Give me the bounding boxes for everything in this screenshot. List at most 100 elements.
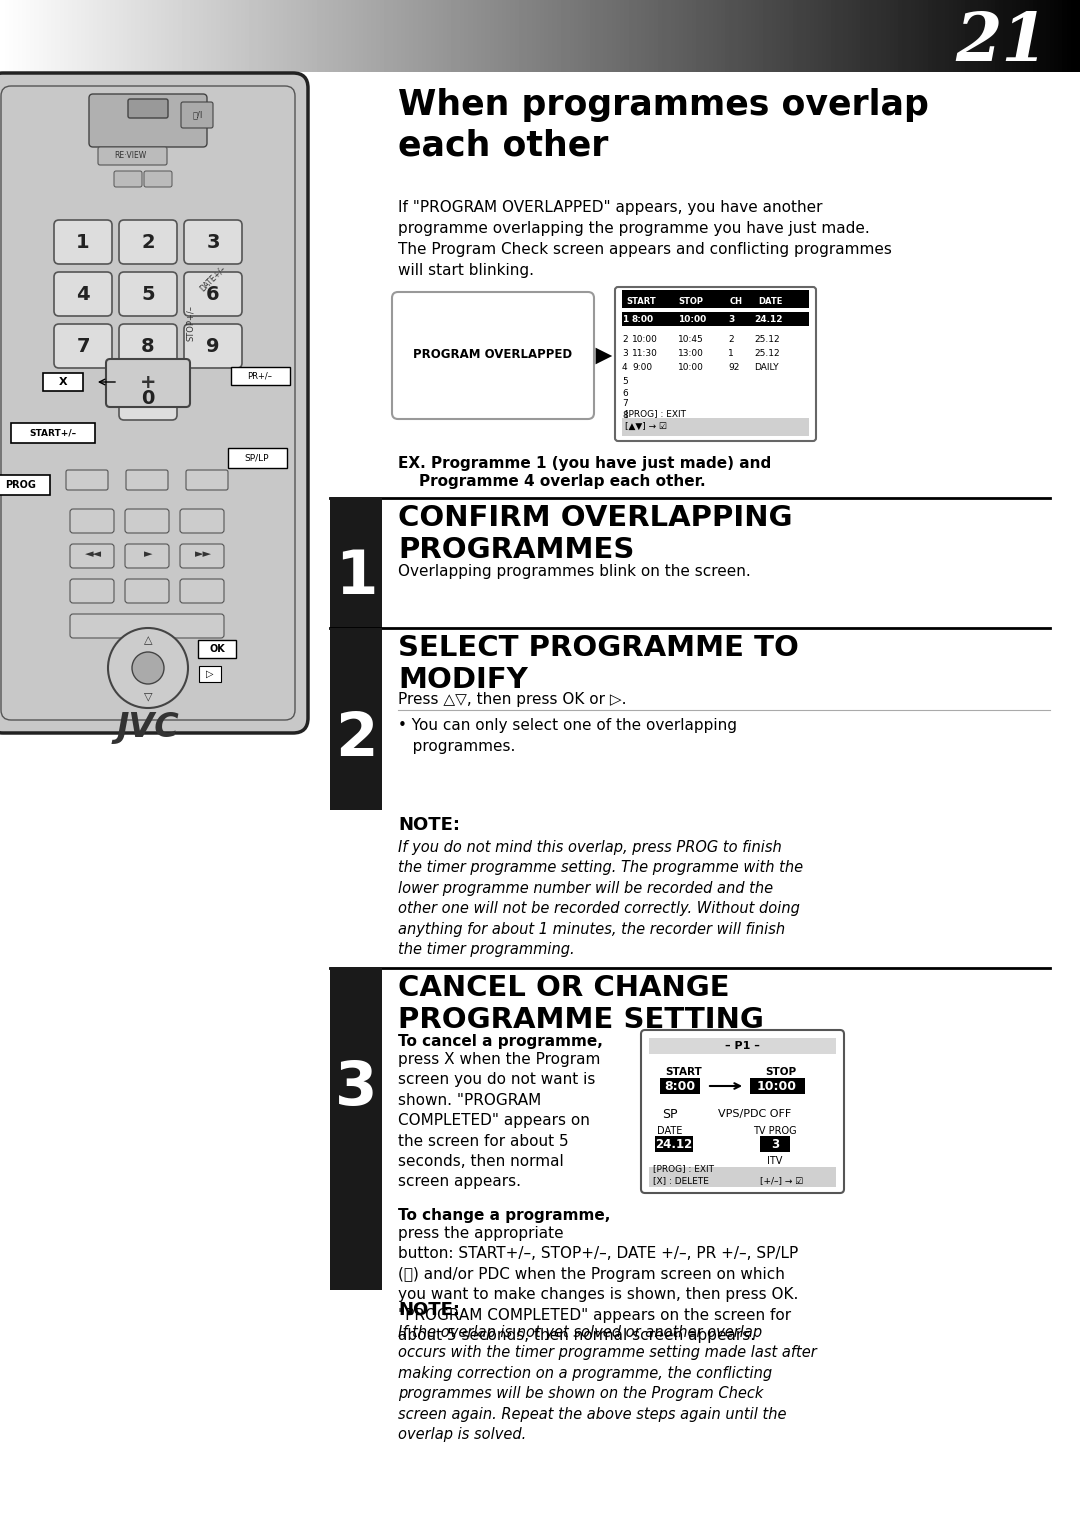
Text: 6: 6 bbox=[206, 284, 220, 304]
Text: STOP+/–: STOP+/– bbox=[186, 305, 194, 340]
FancyBboxPatch shape bbox=[184, 272, 242, 316]
Text: 3: 3 bbox=[728, 314, 734, 324]
Text: 3: 3 bbox=[206, 232, 219, 252]
Text: NOTE:: NOTE: bbox=[399, 1302, 460, 1318]
FancyBboxPatch shape bbox=[125, 543, 168, 568]
Text: SP: SP bbox=[662, 1108, 678, 1120]
Text: 6: 6 bbox=[622, 389, 627, 397]
Text: DATE: DATE bbox=[658, 1126, 683, 1135]
Text: JVC: JVC bbox=[117, 711, 179, 745]
FancyBboxPatch shape bbox=[129, 99, 168, 118]
Bar bbox=[330, 497, 382, 629]
Text: 2: 2 bbox=[728, 336, 733, 345]
Text: PR+/–: PR+/– bbox=[247, 371, 272, 380]
Text: 24.12: 24.12 bbox=[754, 314, 783, 324]
Text: 5: 5 bbox=[141, 284, 154, 304]
Text: If "PROGRAM OVERLAPPED" appears, you have another
programme overlapping the prog: If "PROGRAM OVERLAPPED" appears, you hav… bbox=[399, 200, 892, 278]
Text: 25.12: 25.12 bbox=[754, 336, 780, 345]
Text: NOTE:: NOTE: bbox=[399, 816, 460, 835]
Text: • You can only select one of the overlapping
   programmes.: • You can only select one of the overlap… bbox=[399, 719, 737, 754]
Text: 8:00: 8:00 bbox=[632, 314, 654, 324]
FancyBboxPatch shape bbox=[184, 220, 242, 264]
Bar bbox=[654, 1135, 693, 1152]
Text: PROG: PROG bbox=[5, 481, 37, 490]
FancyBboxPatch shape bbox=[114, 171, 141, 188]
Text: 10:00: 10:00 bbox=[678, 363, 704, 372]
Text: 8: 8 bbox=[622, 410, 627, 420]
FancyBboxPatch shape bbox=[199, 665, 221, 682]
Text: +: + bbox=[139, 374, 157, 392]
Text: [PROG] : EXIT: [PROG] : EXIT bbox=[625, 409, 686, 418]
Text: 10:45: 10:45 bbox=[678, 336, 704, 345]
FancyBboxPatch shape bbox=[89, 95, 207, 146]
Text: [PROG] : EXIT: [PROG] : EXIT bbox=[653, 1164, 714, 1173]
Text: 0: 0 bbox=[141, 389, 154, 407]
Text: 10:00: 10:00 bbox=[678, 314, 706, 324]
FancyBboxPatch shape bbox=[0, 475, 50, 494]
Text: – P1 –: – P1 – bbox=[725, 1041, 759, 1051]
FancyBboxPatch shape bbox=[119, 375, 177, 420]
Text: DATE: DATE bbox=[758, 296, 782, 305]
Text: X: X bbox=[58, 377, 67, 388]
Text: ITV: ITV bbox=[767, 1157, 783, 1166]
Text: CH: CH bbox=[730, 296, 743, 305]
FancyBboxPatch shape bbox=[54, 324, 112, 368]
Text: △: △ bbox=[144, 635, 152, 645]
Text: 1: 1 bbox=[622, 314, 629, 324]
Text: Press △▽, then press OK or ▷.: Press △▽, then press OK or ▷. bbox=[399, 691, 626, 707]
Text: press X when the Program
screen you do not want is
shown. "PROGRAM
COMPLETED" ap: press X when the Program screen you do n… bbox=[399, 1051, 600, 1189]
Text: DAILY: DAILY bbox=[754, 363, 779, 372]
Text: 3: 3 bbox=[335, 1059, 377, 1117]
Text: SP/LP: SP/LP bbox=[245, 453, 269, 462]
Text: 11:30: 11:30 bbox=[632, 349, 658, 359]
Text: [+/–] → ☑: [+/–] → ☑ bbox=[760, 1177, 804, 1186]
Text: START: START bbox=[626, 296, 656, 305]
FancyBboxPatch shape bbox=[70, 510, 114, 533]
FancyBboxPatch shape bbox=[125, 578, 168, 603]
Bar bbox=[649, 1167, 836, 1187]
Text: 2: 2 bbox=[141, 232, 154, 252]
Bar bbox=[622, 290, 809, 308]
FancyBboxPatch shape bbox=[43, 372, 83, 391]
Text: ►►: ►► bbox=[194, 549, 212, 559]
Text: OK: OK bbox=[210, 644, 225, 655]
Text: DATE+/–: DATE+/– bbox=[199, 264, 228, 293]
FancyBboxPatch shape bbox=[181, 102, 213, 128]
FancyBboxPatch shape bbox=[180, 543, 224, 568]
Text: If you do not mind this overlap, press PROG to finish
the timer programme settin: If you do not mind this overlap, press P… bbox=[399, 839, 804, 957]
FancyBboxPatch shape bbox=[106, 359, 190, 407]
Text: 4: 4 bbox=[622, 363, 627, 372]
FancyBboxPatch shape bbox=[392, 291, 594, 420]
Text: 9:00: 9:00 bbox=[632, 363, 652, 372]
Text: 1: 1 bbox=[728, 349, 733, 359]
Text: Overlapping programmes blink on the screen.: Overlapping programmes blink on the scre… bbox=[399, 565, 751, 578]
Bar bbox=[622, 311, 809, 327]
Bar bbox=[622, 418, 809, 436]
Text: 1: 1 bbox=[77, 232, 90, 252]
FancyBboxPatch shape bbox=[184, 324, 242, 368]
FancyBboxPatch shape bbox=[144, 171, 172, 188]
Text: VPS/PDC OFF: VPS/PDC OFF bbox=[718, 1109, 792, 1119]
Text: To cancel a programme,: To cancel a programme, bbox=[399, 1035, 603, 1048]
Bar bbox=[760, 1135, 789, 1152]
Text: When programmes overlap
each other: When programmes overlap each other bbox=[399, 89, 929, 163]
FancyBboxPatch shape bbox=[180, 578, 224, 603]
FancyBboxPatch shape bbox=[54, 272, 112, 316]
FancyBboxPatch shape bbox=[70, 543, 114, 568]
Text: 2: 2 bbox=[335, 710, 377, 769]
Bar bbox=[649, 1038, 836, 1054]
Text: SELECT PROGRAMME TO
MODIFY: SELECT PROGRAMME TO MODIFY bbox=[399, 633, 799, 694]
Text: 3: 3 bbox=[622, 349, 627, 359]
Bar bbox=[330, 629, 382, 810]
Text: 25.12: 25.12 bbox=[754, 349, 780, 359]
FancyBboxPatch shape bbox=[615, 287, 816, 441]
FancyBboxPatch shape bbox=[98, 146, 167, 165]
Text: ►: ► bbox=[144, 549, 152, 559]
Text: START+/–: START+/– bbox=[29, 429, 77, 438]
Text: STOP: STOP bbox=[678, 296, 703, 305]
Bar bbox=[330, 967, 382, 1289]
Text: 8: 8 bbox=[141, 337, 154, 356]
FancyBboxPatch shape bbox=[119, 324, 177, 368]
Text: CANCEL OR CHANGE
PROGRAMME SETTING: CANCEL OR CHANGE PROGRAMME SETTING bbox=[399, 974, 764, 1035]
FancyBboxPatch shape bbox=[231, 366, 291, 385]
